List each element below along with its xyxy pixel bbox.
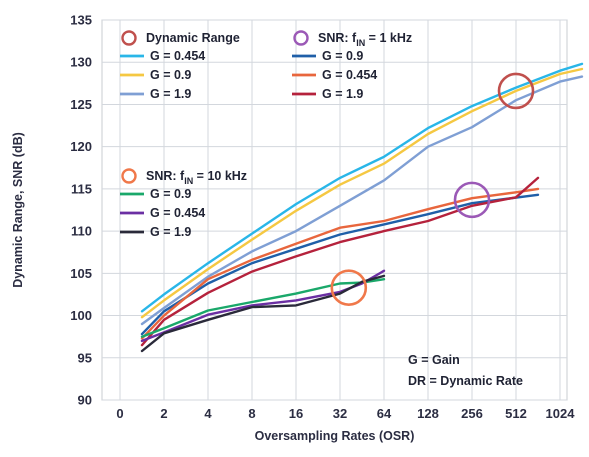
y-tick-label: 125 [70, 97, 92, 112]
legend-group-marker-2 [121, 168, 137, 184]
y-axis-label: Dynamic Range, SNR (dB) [11, 132, 25, 288]
x-tick-label: 128 [417, 406, 439, 421]
y-tick-label: 135 [70, 13, 92, 28]
y-tick-label: 90 [78, 393, 92, 408]
legend-label-3: G = 0.9 [322, 49, 363, 63]
x-tick-label: 16 [289, 406, 303, 421]
legend-title-suffix: = 1 kHz [365, 31, 412, 45]
legend-label-2: G = 1.9 [150, 87, 191, 101]
legend-title-prefix: SNR: f [318, 31, 357, 45]
x-tick-label: 2 [160, 406, 167, 421]
x-tick-label: 0 [116, 406, 123, 421]
series-line-0 [140, 62, 584, 313]
legend-group-title-1: SNR: fIN = 1 kHz [318, 31, 412, 48]
x-tick-label: 4 [204, 406, 212, 421]
legend-title-subscript: IN [184, 176, 193, 186]
legend-title-subscript: IN [356, 38, 365, 48]
x-tick-label: 512 [505, 406, 527, 421]
grid-lines [102, 19, 567, 401]
annotation-dynamic-rate: DR = Dynamic Rate [408, 374, 523, 388]
annotation-gain: G = Gain [408, 353, 460, 367]
highlight-circles [330, 72, 535, 306]
series-line-4 [140, 187, 540, 340]
series-line-1 [140, 67, 584, 319]
y-tick-label: 110 [71, 224, 92, 239]
legend-group-title-2: SNR: fIN = 10 kHz [146, 169, 247, 186]
legend-label-1: G = 0.9 [150, 68, 191, 82]
series-line-5 [140, 176, 540, 347]
y-tick-label: 100 [70, 308, 92, 323]
x-tick-label: 256 [461, 406, 483, 421]
highlight-circle-2 [330, 269, 368, 306]
y-tick-label: 130 [70, 55, 92, 70]
y-axis-ticks: 90 95 100 105 110 115 120 125 130 135 [70, 13, 92, 408]
y-tick-label: 115 [71, 181, 92, 196]
legend-label-7: G = 0.454 [150, 206, 205, 220]
legend-label-0: G = 0.454 [150, 49, 205, 63]
legend-title-prefix: SNR: f [146, 169, 185, 183]
legend-label-5: G = 1.9 [322, 87, 363, 101]
legend-title-suffix: = 10 kHz [193, 169, 247, 183]
x-axis-ticks: 0 2 4 8 16 32 64 128 256 512 1024 [116, 406, 575, 421]
legend-label-4: G = 0.454 [322, 68, 377, 82]
x-tick-label: 64 [377, 406, 392, 421]
highlight-circle-0 [497, 72, 535, 110]
series-line-2 [140, 75, 584, 326]
legend-label-6: G = 0.9 [150, 187, 191, 201]
highlight-circle-1 [453, 181, 491, 219]
series-layer [140, 62, 584, 353]
legend-label-8: G = 1.9 [150, 225, 191, 239]
legend-group-marker-1 [293, 30, 309, 46]
legend: Dynamic Range G = 0.454 G = 0.9 G = 1.9 SNR:… [120, 30, 412, 239]
x-tick-label: 32 [333, 406, 347, 421]
y-tick-label: 120 [70, 139, 92, 154]
y-tick-label: 105 [70, 266, 92, 281]
series-line-8 [140, 274, 386, 353]
x-tick-label: 1024 [546, 406, 576, 421]
legend-group-title-0: Dynamic Range [146, 31, 240, 45]
x-axis-label: Oversampling Rates (OSR) [255, 429, 415, 443]
x-tick-label: 8 [248, 406, 255, 421]
legend-group-marker-0 [121, 30, 137, 46]
y-tick-label: 95 [78, 350, 92, 365]
